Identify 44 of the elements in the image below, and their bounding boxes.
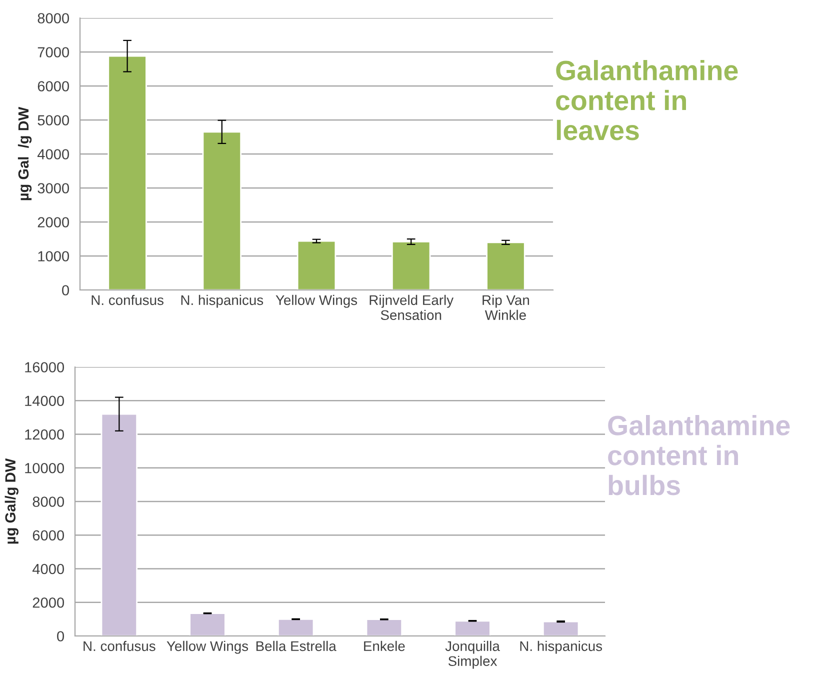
bar bbox=[391, 241, 431, 290]
y-tick-label: 2000 bbox=[38, 217, 70, 228]
y-tick-label: 2000 bbox=[32, 597, 64, 608]
text: Galanthamine content in leaves bbox=[556, 60, 738, 140]
x-tick-label: Bella Estrella bbox=[256, 640, 336, 652]
y-tick-label: 0 bbox=[57, 631, 64, 642]
y-tick-label: 8000 bbox=[38, 13, 70, 24]
y-tick-label: 4000 bbox=[32, 564, 64, 574]
x-tick-label: Jonquilla Simplex bbox=[445, 640, 500, 669]
bar bbox=[100, 413, 138, 636]
y-tick-label: 0 bbox=[62, 285, 70, 296]
y-axis-title: µg Gal/g DW bbox=[4, 458, 18, 544]
bar bbox=[277, 618, 314, 636]
bar bbox=[202, 131, 242, 290]
bar bbox=[108, 55, 147, 290]
y-tick-label: 8000 bbox=[32, 496, 64, 507]
x-tick-label: Yellow Wings bbox=[276, 294, 358, 308]
x-tick-label: N. hispanicus bbox=[181, 294, 264, 308]
x-tick-label: N. hispanicus bbox=[520, 640, 602, 654]
x-tick-label: Yellow Wings bbox=[166, 640, 248, 654]
x-tick-label: N. confusus bbox=[84, 640, 156, 652]
x-tick-label: Rip Van Winkle bbox=[482, 294, 529, 320]
y-axis-title: µg Gal /g DW bbox=[18, 106, 32, 200]
y-tick-label: 4000 bbox=[37, 149, 70, 160]
bar bbox=[366, 618, 403, 636]
y-tick-label: 7000 bbox=[38, 47, 70, 58]
y-tick-label: 3000 bbox=[38, 183, 70, 194]
bar bbox=[454, 620, 491, 636]
y-tick-label: 10000 bbox=[25, 462, 64, 474]
y-tick-label: 16000 bbox=[25, 362, 64, 372]
y-tick-label: 12000 bbox=[25, 429, 64, 440]
y-tick-label: 6000 bbox=[38, 81, 70, 92]
y-tick-label: 6000 bbox=[32, 530, 64, 541]
bar bbox=[296, 240, 336, 290]
x-tick-label: Enkele bbox=[364, 640, 405, 652]
y-tick-label: 14000 bbox=[25, 396, 64, 406]
y-tick-label: 5000 bbox=[38, 115, 70, 126]
bar bbox=[542, 620, 580, 636]
x-tick-label: N. confusus bbox=[92, 294, 164, 306]
y-tick-label: 1000 bbox=[38, 251, 70, 262]
bar bbox=[189, 612, 226, 636]
x-tick-label: Rijnveld Early Sensation bbox=[370, 294, 454, 320]
text: Galanthamine content in bulbs bbox=[608, 415, 790, 496]
bar bbox=[486, 242, 526, 290]
